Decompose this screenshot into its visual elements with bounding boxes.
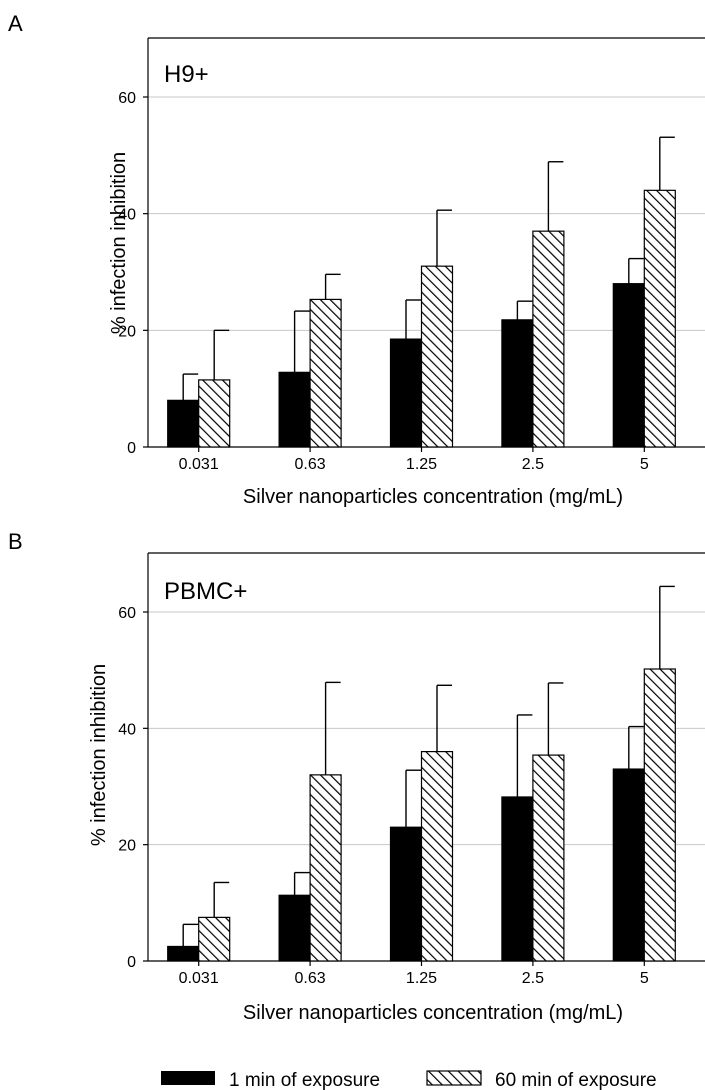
y-axis-title: % infection inhibition — [108, 152, 130, 334]
bar-1min — [612, 768, 645, 962]
bar-60min — [309, 298, 342, 448]
x-tick-label: 0.031 — [179, 456, 219, 473]
x-axis-title: Silver nanoparticles concentration (mg/m… — [243, 486, 623, 508]
y-tick-label: 0 — [127, 440, 136, 457]
plot-area: 0 20 40 60 0.031 0.63 1.25 2.5 5 — [118, 552, 705, 987]
bar-1min — [389, 338, 423, 448]
bar-60min — [309, 774, 342, 962]
panel-letter: B — [8, 529, 23, 554]
bar-60min — [532, 754, 565, 962]
y-tick-label: 0 — [127, 954, 136, 971]
bar-60min — [420, 750, 454, 962]
panel-b: B PBMC+ % infection inhibition Silver na… — [8, 529, 705, 1024]
bar-60min — [198, 379, 231, 448]
panel-letter: A — [8, 11, 23, 36]
x-tick-label: 2.5 — [522, 970, 544, 987]
bar-60min — [643, 189, 676, 448]
bar-1min — [501, 319, 534, 448]
legend: 1 min of exposure 60 min of exposure — [161, 1070, 657, 1090]
panel-label: H9+ — [164, 61, 209, 88]
y-axis-title: % infection inhibition — [88, 664, 110, 846]
y-tick-label: 40 — [118, 207, 136, 224]
x-tick-label: 2.5 — [522, 456, 544, 473]
bar-1min — [389, 826, 423, 962]
bar-1min — [612, 283, 645, 448]
x-tick-label: 0.031 — [179, 970, 219, 987]
bar-1min — [501, 796, 534, 962]
y-tick-label: 40 — [118, 721, 136, 738]
x-tick-label: 0.63 — [295, 456, 326, 473]
legend-label: 60 min of exposure — [495, 1070, 657, 1090]
y-tick-label: 20 — [118, 838, 136, 855]
plot-area: 0 20 40 60 0.031 0.63 1.25 2.5 5 — [118, 37, 705, 473]
x-tick-label: 5 — [640, 970, 649, 987]
bar-1min — [278, 894, 311, 962]
bar-60min — [198, 916, 231, 962]
x-axis-title: Silver nanoparticles concentration (mg/m… — [243, 1002, 623, 1024]
x-tick-label: 1.25 — [406, 970, 437, 987]
legend-label: 1 min of exposure — [229, 1070, 380, 1090]
bar-60min — [420, 265, 454, 448]
bar-1min — [167, 399, 200, 448]
bar-1min — [278, 371, 311, 448]
y-tick-label: 60 — [118, 605, 136, 622]
legend-swatch-solid — [161, 1071, 215, 1085]
x-tick-label: 5 — [640, 456, 649, 473]
y-tick-label: 60 — [118, 90, 136, 107]
x-tick-label: 1.25 — [406, 456, 437, 473]
x-tick-label: 0.63 — [295, 970, 326, 987]
bar-1min — [167, 945, 200, 962]
legend-swatch-hatched — [426, 1070, 482, 1086]
bar-60min — [532, 230, 565, 448]
panel-a: A H9+ % infection inhibition Silver nano… — [8, 11, 705, 508]
panel-label: PBMC+ — [164, 578, 247, 605]
y-tick-label: 20 — [118, 323, 136, 340]
bar-60min — [643, 668, 676, 962]
